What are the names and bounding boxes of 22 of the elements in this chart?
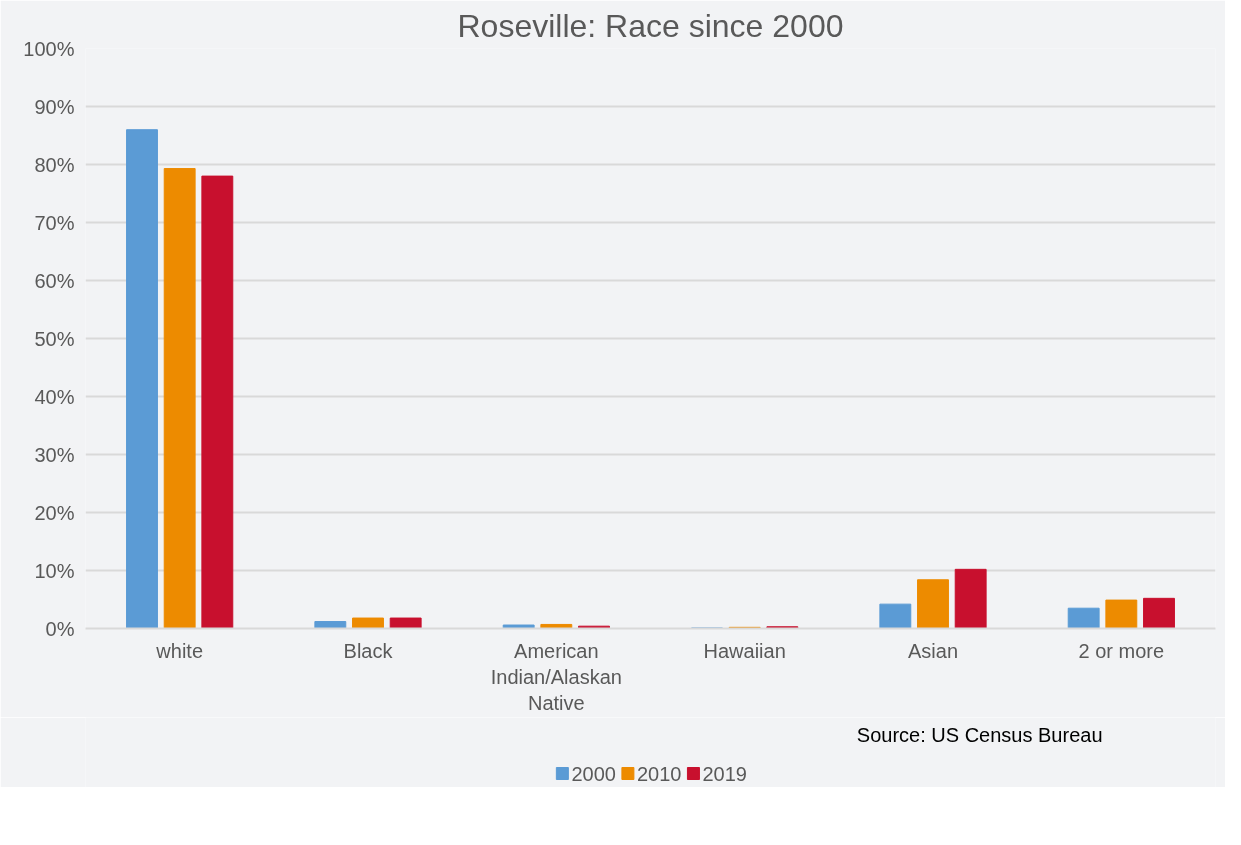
y-tick-label: 80% — [34, 153, 75, 176]
x-tick-label: American Indian/Alaskan Native — [490, 639, 622, 715]
x-tick-label: Black — [343, 639, 394, 662]
chart-title: Roseville: Race since 2000 — [457, 7, 844, 44]
x-tick-label: white — [155, 639, 204, 662]
y-tick-label: 10% — [34, 559, 75, 582]
y-tick-label: 30% — [34, 443, 75, 466]
legend-label: 2010 — [636, 762, 682, 785]
y-tick-label: 90% — [34, 95, 75, 118]
y-tick-label: 20% — [34, 501, 75, 524]
x-tick-label: Asian — [907, 639, 959, 662]
y-tick-label: 70% — [34, 211, 75, 234]
y-tick-label: 100% — [23, 37, 75, 60]
legend-label: 2000 — [571, 762, 616, 785]
x-tick-label: Hawaiian — [703, 639, 786, 662]
y-tick-label: 60% — [34, 269, 75, 292]
y-tick-label: 50% — [34, 327, 75, 350]
source-note: Source: US Census Bureau — [856, 724, 1103, 746]
y-tick-label: 0% — [45, 617, 75, 640]
legend-label: 2019 — [702, 762, 747, 785]
x-tick-label: 2 or more — [1078, 639, 1165, 662]
y-tick-label: 40% — [34, 385, 75, 408]
